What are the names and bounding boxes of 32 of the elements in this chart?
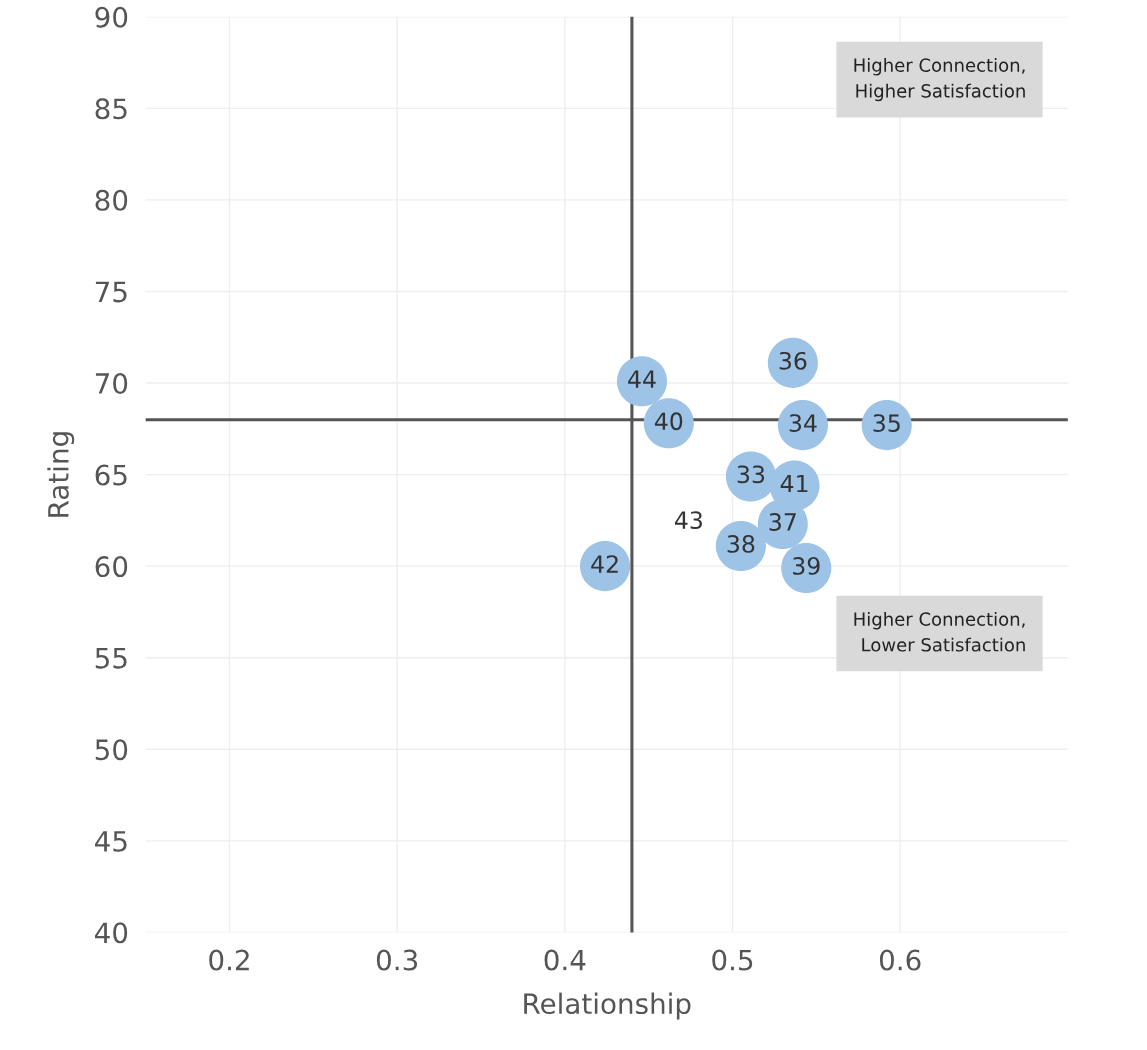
y-tick-label: 70 — [95, 372, 128, 394]
series-label: 41 — [780, 474, 808, 493]
x-tick-label: 0.5 — [712, 949, 753, 971]
x-axis-title: Relationship — [524, 992, 691, 1020]
y-tick-label: 80 — [95, 189, 128, 211]
y-tick-label: 50 — [95, 739, 128, 761]
y-tick-label: 85 — [95, 98, 127, 120]
y-tick-label: 90 — [95, 6, 128, 28]
series-label: 39 — [793, 556, 820, 575]
series-label: 38 — [727, 535, 755, 553]
y-tick-label: 65 — [95, 464, 127, 486]
y-tick-label: 45 — [95, 831, 127, 852]
x-tick-label: 0.2 — [209, 949, 249, 971]
series-label: 42 — [591, 555, 618, 573]
series-label: 44 — [628, 370, 656, 388]
x-tick-label: 0.3 — [376, 949, 418, 971]
series-label: 40 — [654, 412, 683, 431]
series-label: 33 — [737, 465, 765, 484]
series-label: 37 — [769, 513, 796, 531]
y-axis-title: Rating — [47, 432, 75, 517]
y-tick-label: 60 — [95, 556, 128, 578]
x-tick-label: 0.4 — [544, 949, 586, 971]
annotation: 43 — [674, 511, 702, 530]
y-tick-label: 75 — [95, 281, 127, 303]
series-label: 34 — [789, 414, 817, 433]
x-tick-label: 0.6 — [879, 949, 921, 971]
series-label: 36 — [779, 351, 807, 370]
annotation: Higher Connection, Lower Satisfaction — [854, 611, 1025, 652]
annotation: Higher Connection, Higher Satisfaction — [854, 58, 1025, 102]
y-tick-label: 55 — [95, 648, 127, 669]
series-label: 35 — [873, 414, 900, 433]
y-tick-label: 40 — [95, 922, 128, 944]
